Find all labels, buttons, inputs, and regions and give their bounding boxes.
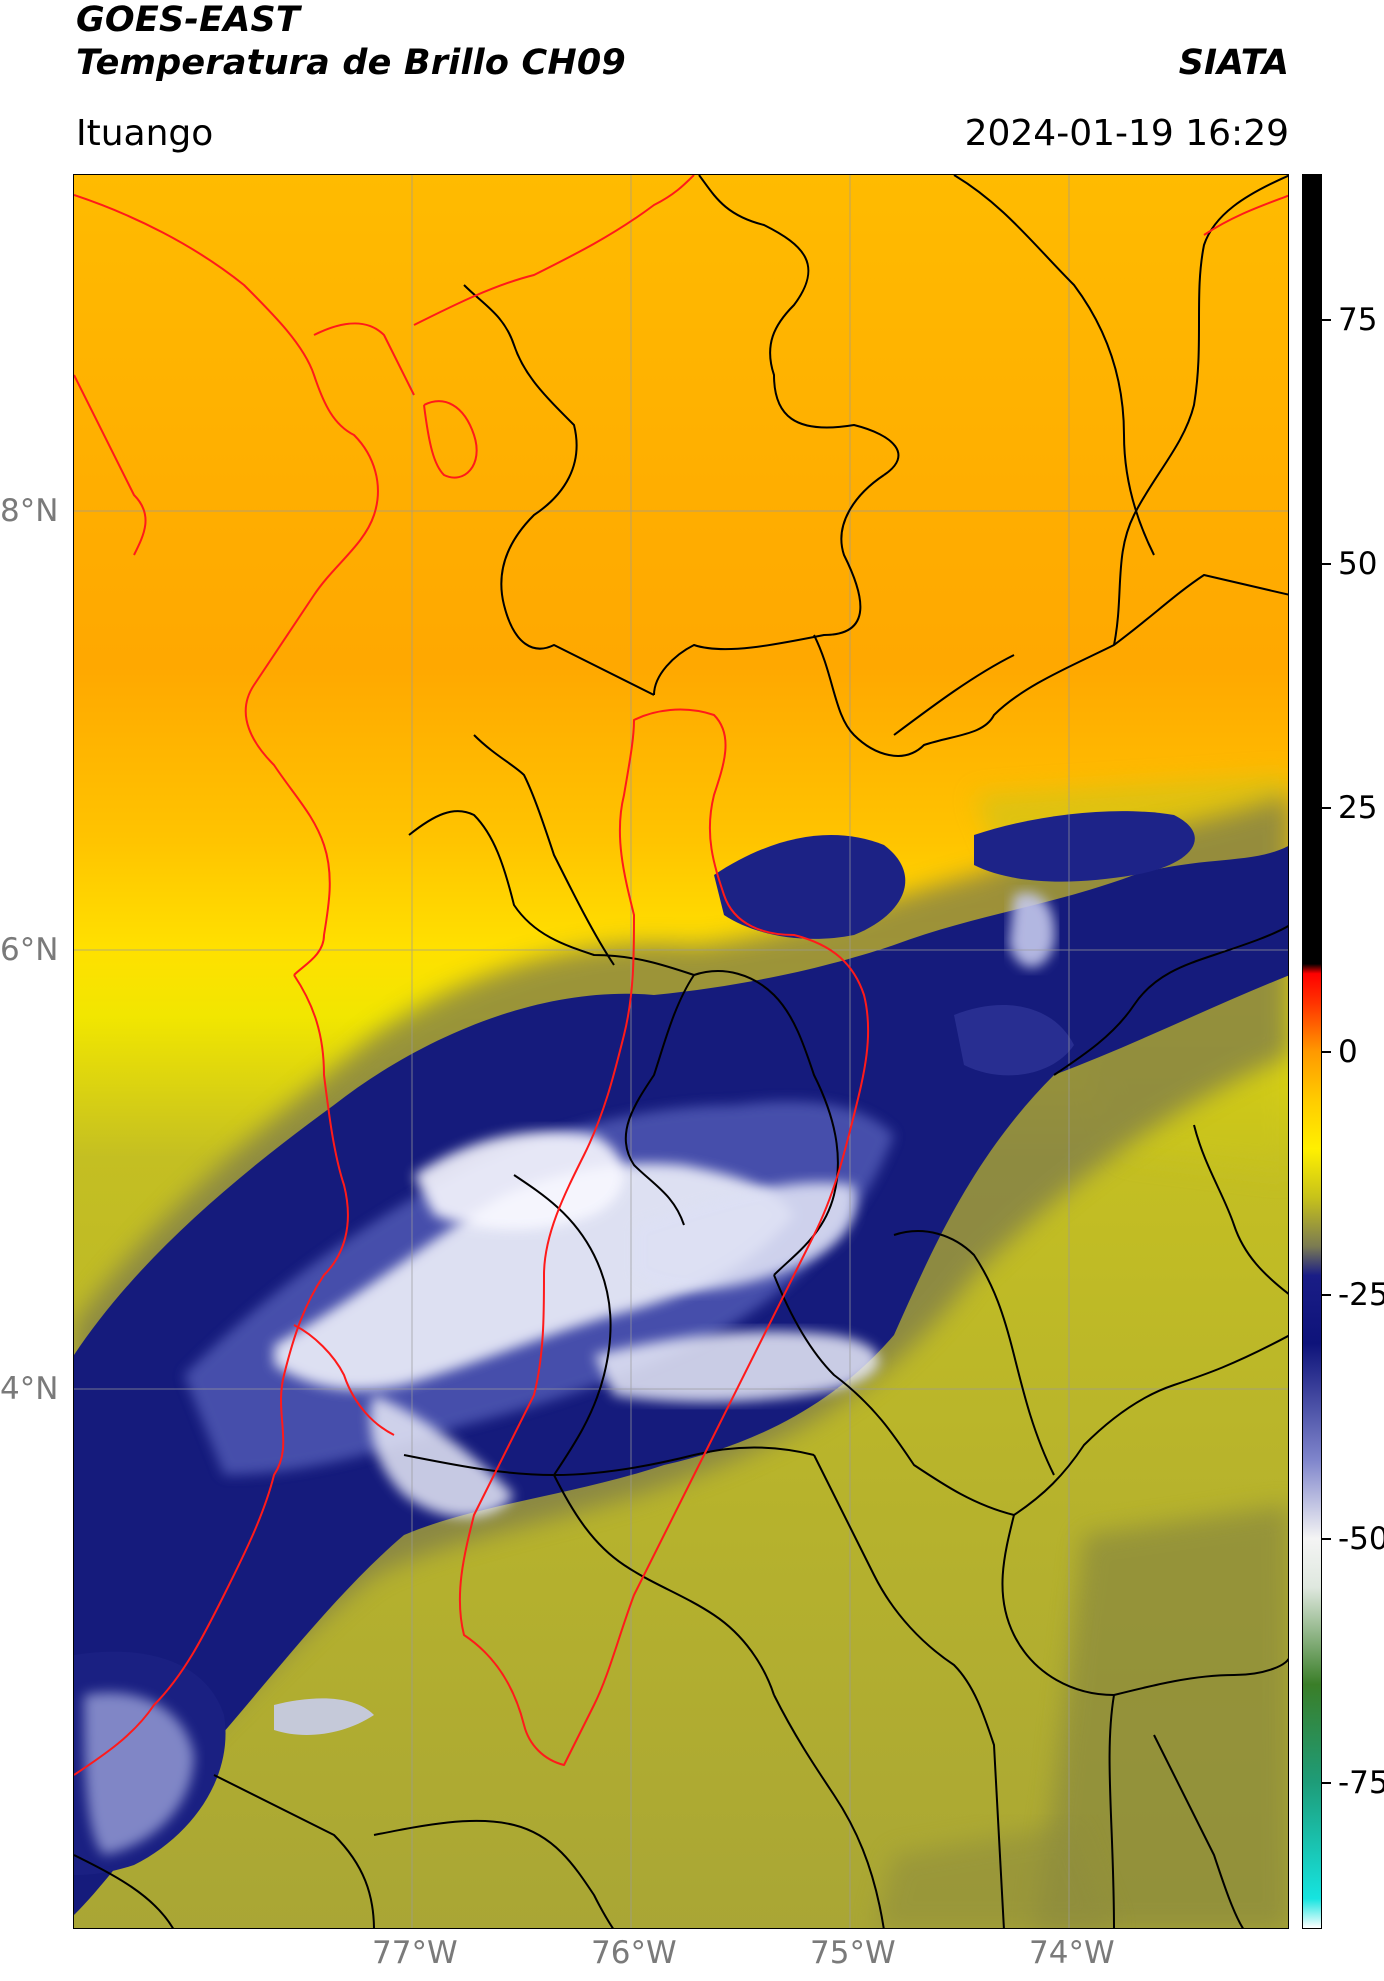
colorbar-tick (1322, 563, 1331, 565)
map-canvas (74, 175, 1288, 1928)
colorbar-tick-label: 50 (1338, 546, 1378, 582)
lon-label-74w: 74°W (1029, 1935, 1115, 1971)
colorbar (1302, 174, 1322, 1929)
lat-label-6n: 6°N (0, 932, 59, 968)
colorbar-tick-label: 25 (1338, 789, 1378, 826)
colorbar-tick (1322, 1538, 1331, 1540)
coastline-and-basin (74, 175, 1288, 1776)
title-satellite: GOES-EAST (76, 0, 301, 40)
gridlines (74, 175, 1288, 1928)
lon-label-76w: 76°W (591, 1935, 677, 1971)
lon-label-77w: 77°W (372, 1935, 458, 1971)
lat-label-4n: 4°N (0, 1371, 59, 1407)
colorbar-tick (1322, 1294, 1331, 1297)
satellite-map (73, 174, 1289, 1929)
colorbar-tick (1322, 1050, 1331, 1053)
region-label: Ituango (76, 113, 214, 154)
colorbar-tick-label: 75 (1338, 302, 1378, 339)
colorbar-tick-label: -25 (1338, 1277, 1384, 1314)
datetime-label: 2024-01-19 16:29 (964, 113, 1289, 154)
department-borders (74, 175, 1288, 1928)
lat-label-8n: 8°N (0, 493, 59, 529)
colorbar-tick (1322, 319, 1331, 322)
brand-label: SIATA (1178, 43, 1289, 83)
lon-label-75w: 75°W (810, 1935, 896, 1971)
colorbar-tick (1322, 806, 1331, 809)
colorbar-tick (1322, 1781, 1331, 1784)
colorbar-tick-label: 0 (1338, 1033, 1358, 1070)
title-product: Temperatura de Brillo CH09 (76, 43, 626, 83)
colorbar-tick-label: -50 (1338, 1521, 1384, 1557)
colorbar-tick-label: -75 (1338, 1764, 1384, 1801)
